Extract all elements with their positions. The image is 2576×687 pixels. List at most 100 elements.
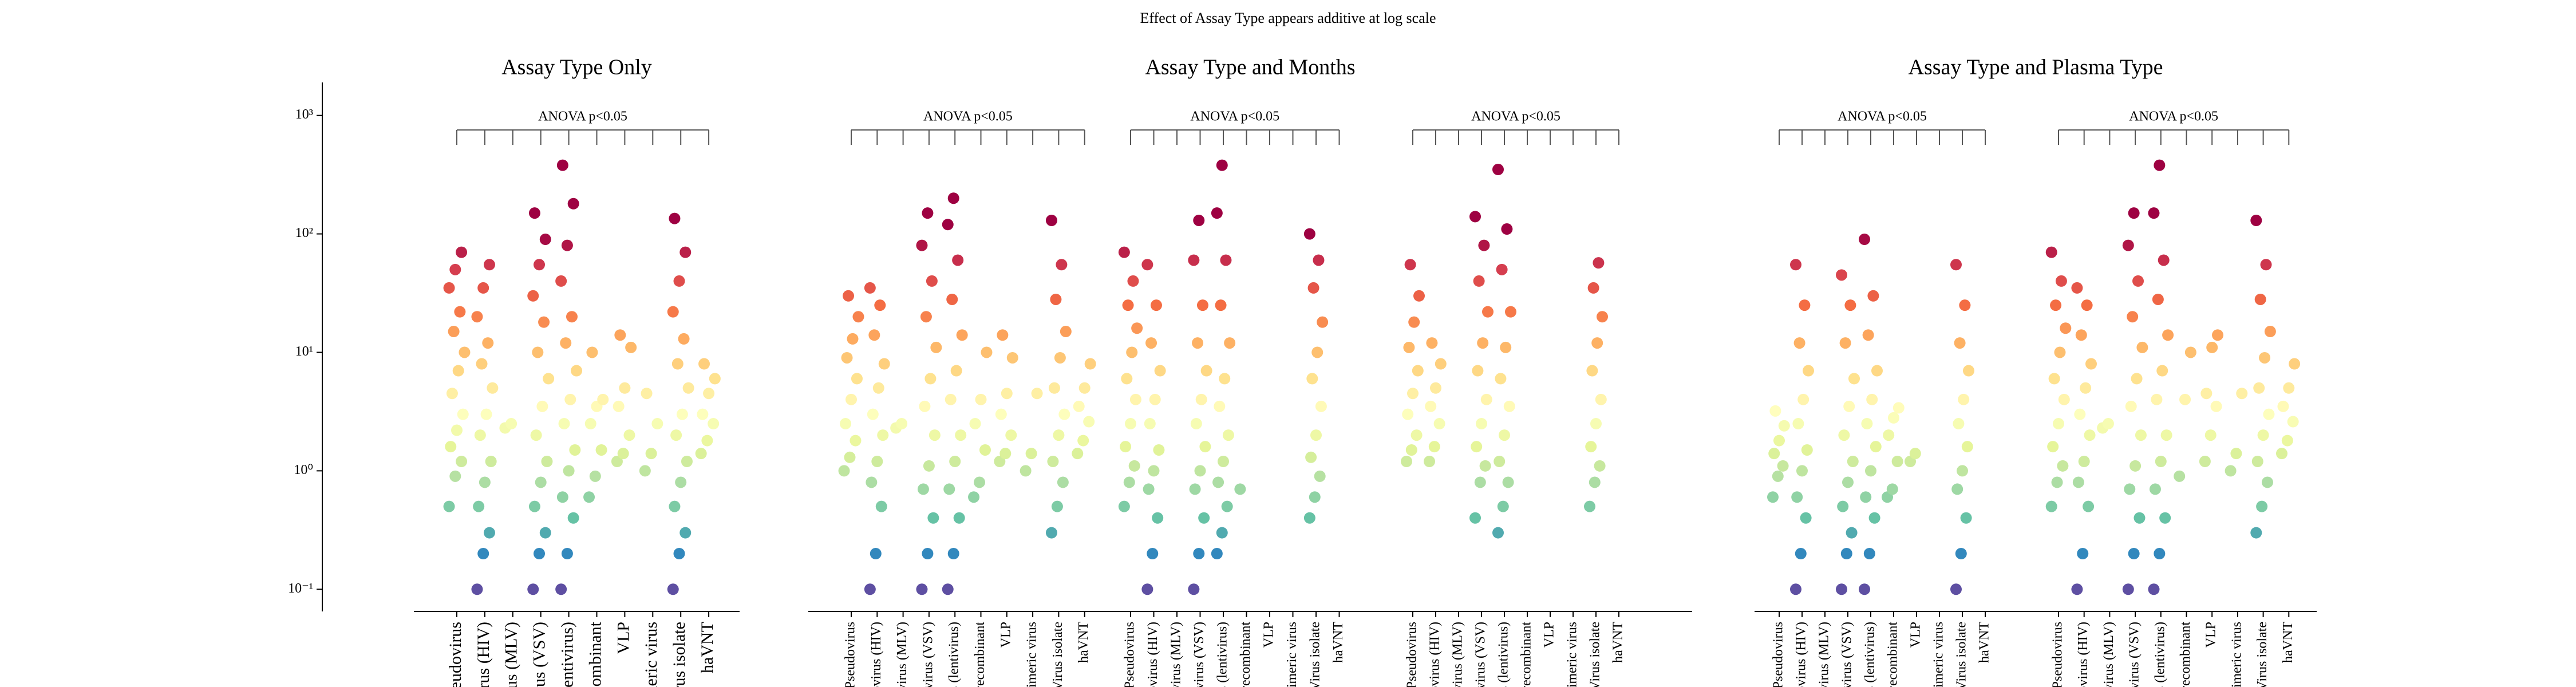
point	[1843, 400, 1855, 412]
point	[2250, 215, 2262, 227]
point	[1867, 290, 1879, 302]
point	[505, 418, 517, 430]
point	[1025, 448, 1037, 460]
point	[841, 352, 853, 364]
point	[2127, 311, 2139, 323]
point	[1060, 326, 1072, 338]
x-tick-label: Chimeric virus	[642, 622, 661, 687]
point	[1411, 429, 1423, 441]
point	[479, 476, 491, 488]
point	[1218, 456, 1229, 468]
point	[477, 548, 489, 560]
x-tick-label: Chimeric virus	[2229, 622, 2244, 687]
point	[922, 548, 934, 560]
point	[1893, 402, 1905, 414]
point	[1957, 465, 1968, 477]
point	[2051, 476, 2063, 488]
point	[1303, 228, 1315, 240]
point	[1077, 435, 1089, 447]
point	[487, 382, 499, 394]
point	[1425, 400, 1437, 412]
point	[1057, 476, 1069, 488]
x-tick-label: S2 recombinant	[973, 622, 987, 687]
point	[708, 418, 720, 430]
point	[2134, 512, 2146, 524]
point	[2156, 365, 2168, 377]
point	[681, 456, 693, 468]
point	[2251, 456, 2263, 468]
point	[1220, 254, 1232, 266]
point	[446, 388, 458, 400]
point	[1214, 400, 1226, 412]
point	[952, 254, 964, 266]
point	[1189, 483, 1201, 495]
point	[924, 373, 937, 385]
point	[1408, 316, 1420, 328]
point	[2259, 352, 2271, 364]
x-tick-label: S2 recombinant	[1886, 622, 1901, 687]
point	[2184, 346, 2196, 358]
point	[555, 583, 567, 595]
point	[1149, 393, 1161, 405]
point	[695, 448, 707, 460]
point	[1499, 429, 1510, 441]
point	[916, 583, 928, 595]
point	[1859, 583, 1870, 595]
point	[1234, 483, 1246, 495]
point	[1792, 418, 1804, 430]
point	[956, 329, 968, 341]
point	[1314, 470, 1326, 482]
point	[1221, 500, 1233, 512]
point	[1773, 435, 1785, 447]
x-tick-label: VLP	[2204, 622, 2219, 647]
point	[2281, 435, 2293, 447]
x-tick-label: Pseudovirus (HIV)	[1794, 622, 1809, 687]
x-tick-label: Chimeric virus	[1565, 622, 1580, 687]
point	[1870, 441, 1882, 453]
point	[1403, 341, 1415, 353]
point	[844, 451, 856, 463]
point	[2081, 299, 2093, 311]
point	[1767, 491, 1779, 503]
point	[1306, 373, 1318, 385]
point	[2071, 282, 2083, 294]
point	[850, 435, 862, 447]
point	[2122, 239, 2134, 251]
point	[2287, 416, 2299, 428]
point	[917, 483, 929, 495]
point	[1148, 465, 1160, 477]
point	[1476, 418, 1487, 430]
point	[1471, 441, 1483, 453]
point	[2250, 527, 2262, 539]
point	[1589, 476, 1601, 488]
point	[1053, 429, 1065, 441]
x-tick-label: Pseudovirus (lentivirus)	[558, 622, 576, 687]
point	[623, 429, 635, 441]
x-tick-label: Pseudovirus (MLV)	[895, 622, 910, 687]
point	[1472, 365, 1484, 377]
point	[2045, 246, 2057, 258]
point	[483, 259, 495, 271]
point	[2151, 393, 2163, 405]
point	[667, 583, 679, 595]
point	[535, 476, 547, 488]
point	[1494, 456, 1506, 468]
panel-title: Assay Type Only	[501, 56, 652, 80]
point	[1838, 429, 1850, 441]
point	[1961, 441, 1973, 453]
point	[1001, 388, 1013, 400]
point	[1954, 337, 1966, 349]
point	[1772, 470, 1784, 482]
x-tick-label: Pseudovirus	[2050, 622, 2065, 687]
point	[679, 527, 692, 539]
point	[682, 382, 694, 394]
point	[2136, 341, 2148, 353]
point	[1863, 548, 1875, 560]
point	[2174, 470, 2186, 482]
point	[556, 159, 568, 171]
point	[1216, 159, 1228, 171]
point	[1056, 259, 1068, 271]
annotation: ANOVA p<0.05	[923, 109, 1013, 124]
x-tick-label: Pseudovirus (MLV)	[1817, 622, 1832, 687]
